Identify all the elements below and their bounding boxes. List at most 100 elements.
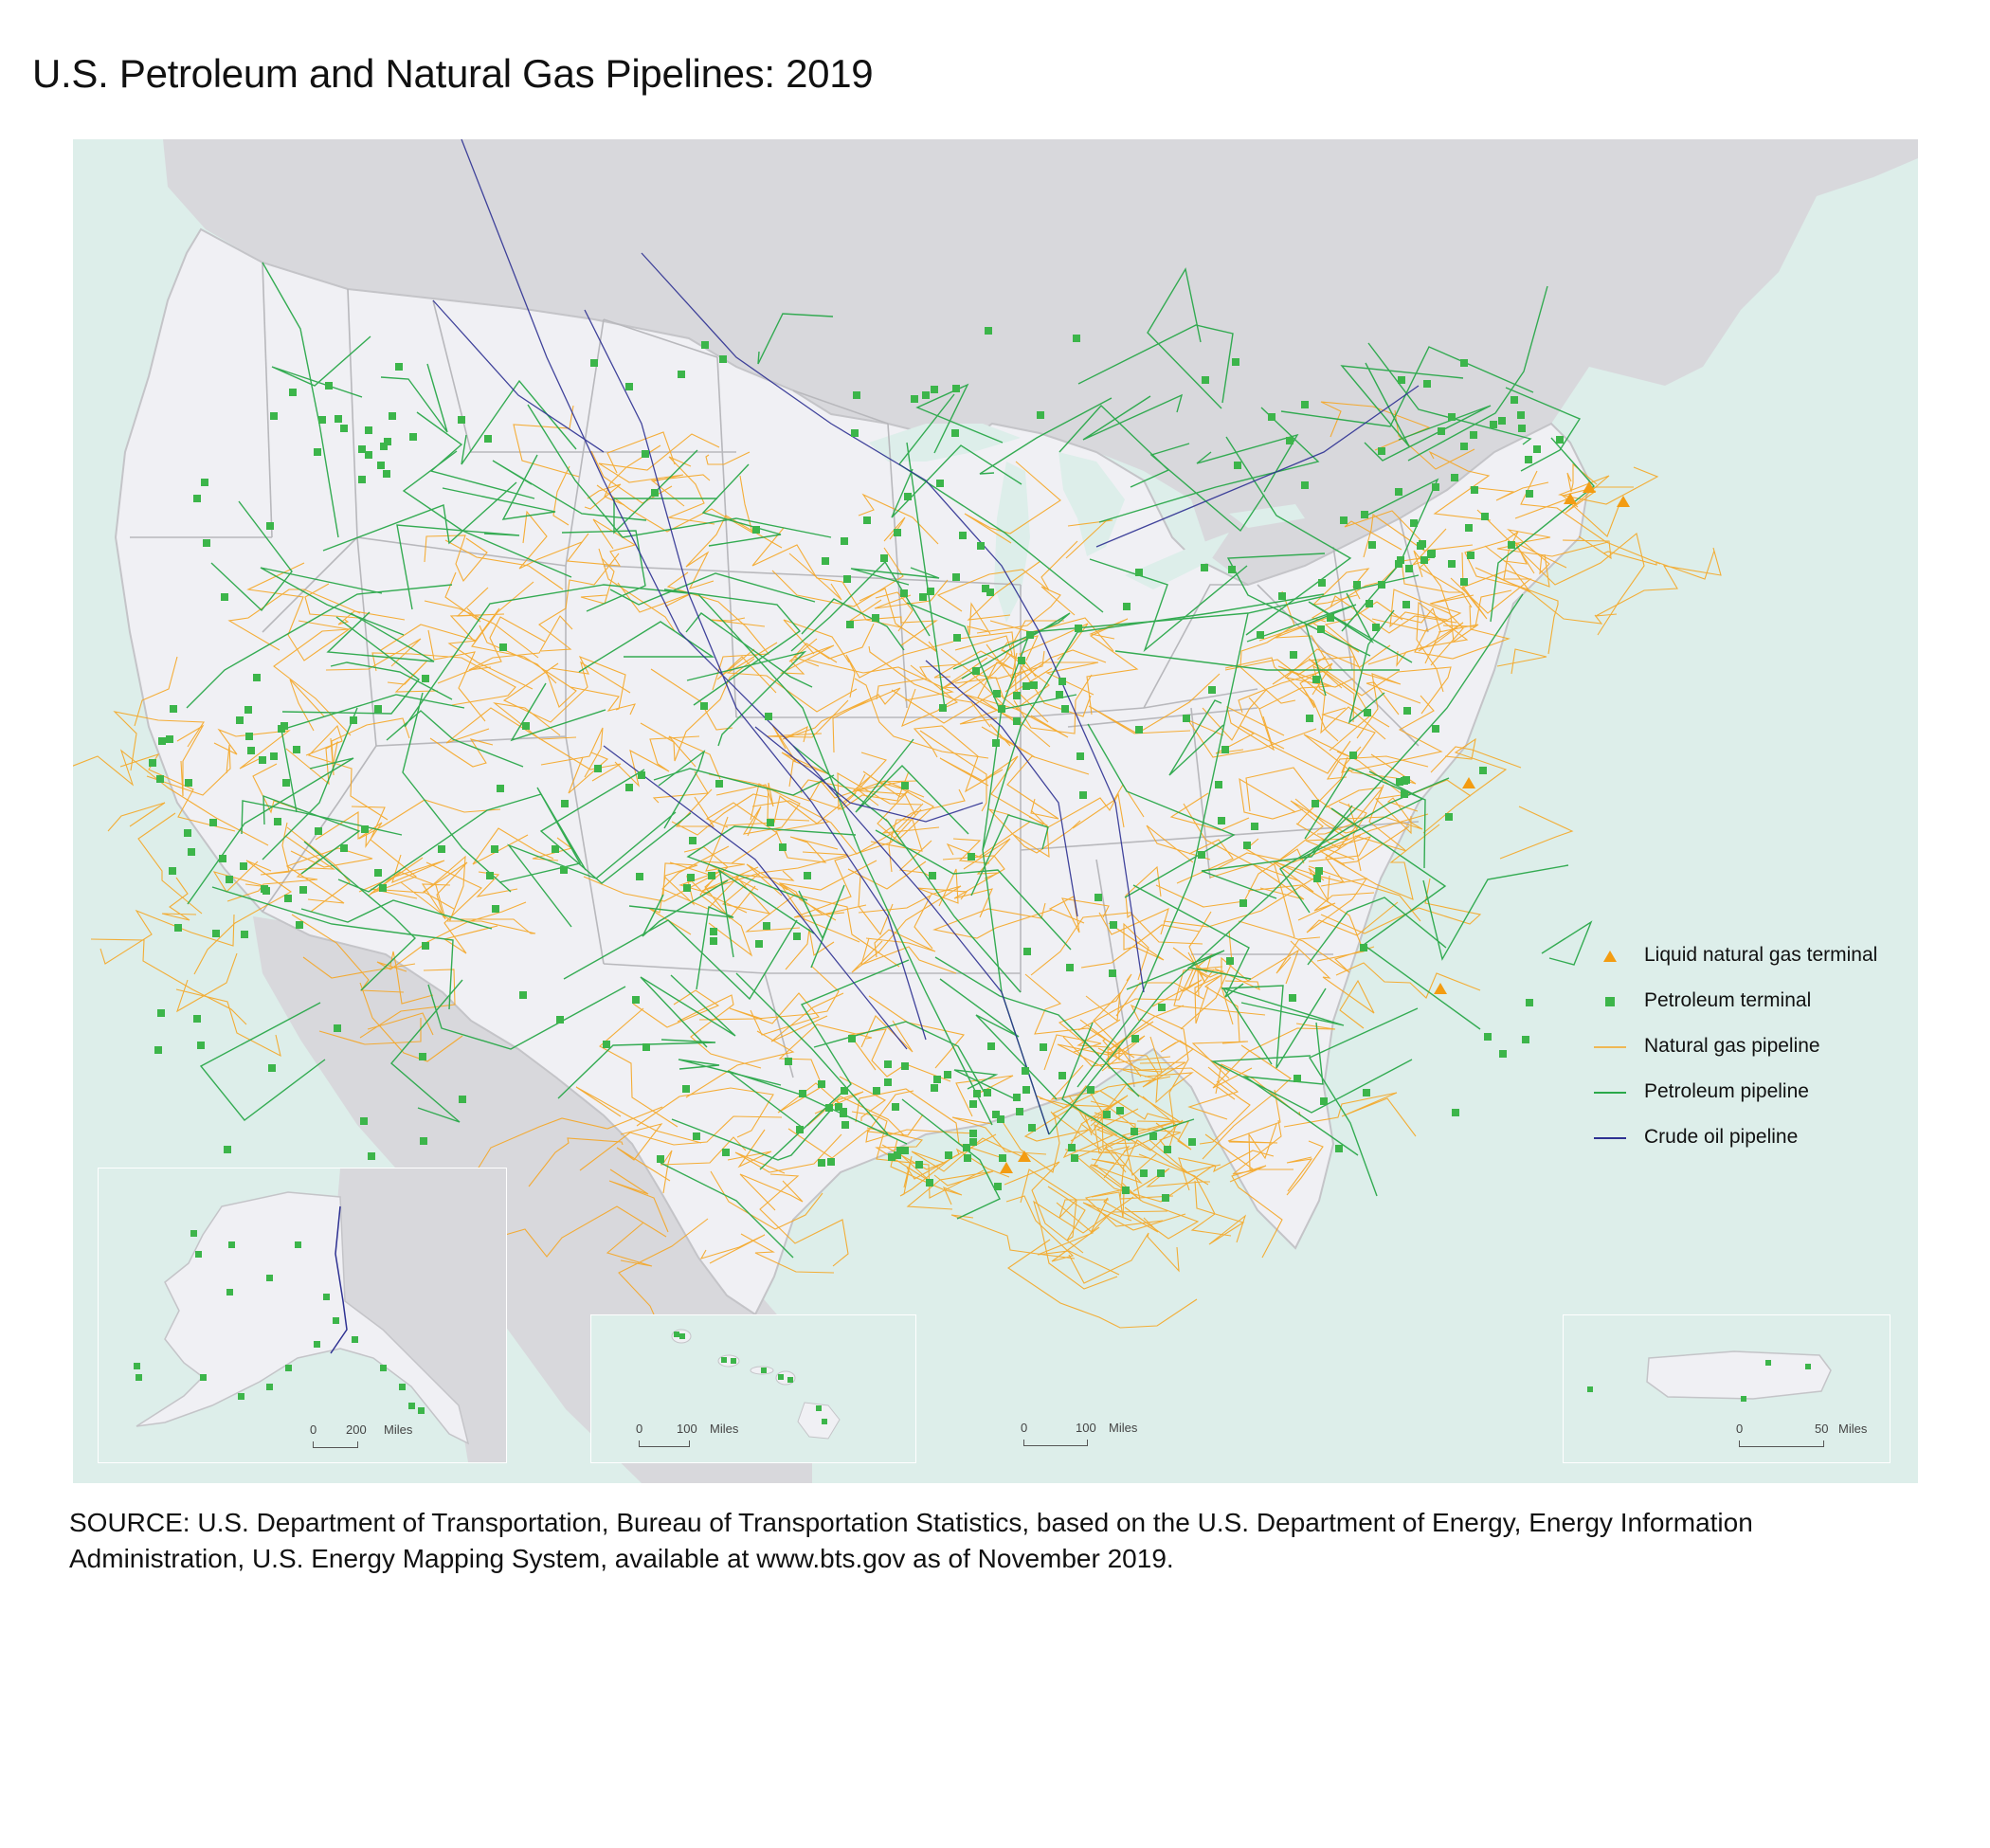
- petroleum-terminal: [219, 855, 226, 862]
- natural-gas-pipeline: [1442, 589, 1512, 627]
- petroleum-terminal: [936, 480, 944, 487]
- petroleum-pipeline: [915, 383, 1004, 454]
- petroleum-terminal: [236, 716, 244, 724]
- petroleum-terminal: [1327, 614, 1334, 622]
- petroleum-terminal: [185, 779, 192, 787]
- petroleum-terminal: [625, 383, 633, 390]
- petroleum-terminal: [969, 1138, 977, 1146]
- petroleum-pipeline: [757, 313, 834, 365]
- petroleum-terminal: [1518, 425, 1526, 432]
- hawaii-scale-unit: Miles: [710, 1422, 739, 1436]
- natural-gas-pipeline: [987, 807, 1081, 854]
- petroleum-terminal: [1066, 964, 1074, 971]
- natural-gas-pipeline: [906, 1170, 994, 1210]
- natural-gas-pipeline: [1221, 949, 1300, 1025]
- main-map[interactable]: 0 200 Miles 0 100 Miles 0 100 Miles: [73, 139, 1918, 1483]
- petroleum-terminal: [1079, 791, 1087, 799]
- natural-gas-pipeline: [1082, 1202, 1186, 1231]
- petroleum-terminal: [295, 1241, 301, 1248]
- petroleum-terminal: [1013, 717, 1021, 725]
- petroleum-terminal: [719, 355, 727, 363]
- petroleum-pipeline: [330, 661, 453, 700]
- petroleum-terminal: [1116, 1107, 1124, 1114]
- natural-gas-pipeline: [1286, 1156, 1313, 1192]
- petroleum-terminal: [1073, 335, 1080, 342]
- natural-gas-pipeline: [1091, 1191, 1125, 1219]
- natural-gas-pipeline: [1389, 589, 1464, 666]
- petroleum-terminal: [851, 429, 859, 437]
- natural-gas-pipeline: [427, 629, 486, 722]
- petroleum-terminal: [221, 593, 228, 601]
- petroleum-pipeline: [427, 984, 626, 1050]
- state-border: [1332, 546, 1353, 671]
- petroleum-terminal: [987, 1042, 995, 1050]
- natural-gas-pipeline: [870, 819, 923, 873]
- petroleum-pipeline: [953, 1069, 1019, 1101]
- natural-gas-pipeline: [1428, 450, 1492, 521]
- petroleum-terminal: [964, 1154, 971, 1162]
- petroleum-pipeline: [850, 567, 940, 586]
- natural-gas-pipeline: [1068, 1232, 1180, 1284]
- petroleum-terminal: [408, 1403, 415, 1409]
- natural-gas-pipeline: [1461, 552, 1550, 620]
- petroleum-pipeline: [1341, 478, 1439, 632]
- natural-gas-pipeline: [73, 749, 269, 846]
- petroleum-terminal: [825, 1104, 833, 1112]
- lng-terminal: [1564, 493, 1577, 504]
- petroleum-terminal: [982, 585, 989, 592]
- natural-gas-pipeline: [729, 992, 820, 1036]
- petroleum-terminal: [827, 1158, 835, 1166]
- petroleum-terminal: [374, 705, 382, 713]
- puerto-rico-island: [1646, 1350, 1832, 1400]
- source-note: SOURCE: U.S. Department of Transportatio…: [69, 1508, 1753, 1573]
- petroleum-terminal: [282, 779, 290, 787]
- petroleum-terminal: [274, 818, 281, 825]
- natural-gas-pipeline: [1227, 1089, 1281, 1144]
- petroleum-terminal: [642, 450, 649, 458]
- petroleum-terminal: [951, 429, 959, 437]
- puerto-rico-scale-zero: 0: [1736, 1422, 1744, 1436]
- petroleum-pipeline: [685, 612, 813, 688]
- petroleum-terminal: [1149, 1132, 1157, 1140]
- alaska-inset[interactable]: 0 200 Miles: [98, 1168, 507, 1463]
- natural-gas-pipeline: [632, 989, 720, 1028]
- petroleum-terminal: [952, 573, 960, 581]
- natural-gas-pipeline: [1163, 861, 1320, 928]
- petroleum-terminal: [1361, 511, 1368, 518]
- hawaii-inset[interactable]: 0 100 Miles: [590, 1314, 916, 1463]
- petroleum-terminal: [767, 819, 774, 826]
- petroleum-terminal: [799, 1090, 806, 1097]
- natural-gas-pipeline: [1180, 930, 1233, 1030]
- petroleum-pipeline: [1407, 285, 1548, 462]
- petroleum-terminal: [352, 1336, 358, 1343]
- natural-gas-pipeline: [751, 800, 924, 855]
- petroleum-terminal: [340, 844, 348, 852]
- natural-gas-pipeline: [1214, 836, 1372, 871]
- petroleum-terminal: [1364, 709, 1371, 716]
- petroleum-terminal: [1460, 359, 1468, 367]
- puerto-rico-inset[interactable]: 0 50 Miles: [1563, 1314, 1890, 1463]
- natural-gas-pipeline: [1366, 681, 1421, 716]
- natural-gas-pipeline: [1004, 1161, 1084, 1254]
- natural-gas-pipeline: [285, 847, 373, 904]
- petroleum-pipeline: [1364, 405, 1492, 462]
- petroleum-terminal: [1058, 1072, 1066, 1079]
- petroleum-pipeline: [658, 750, 706, 829]
- natural-gas-pipeline: [193, 860, 293, 975]
- petroleum-terminal: [299, 886, 307, 894]
- petroleum-terminal: [399, 1384, 406, 1390]
- hawaii-canvas: [671, 1329, 841, 1440]
- natural-gas-pipeline: [685, 515, 783, 589]
- petroleum-terminal: [992, 1111, 1000, 1118]
- natural-gas-pipeline: [946, 821, 1031, 858]
- petroleum-terminal: [325, 382, 333, 390]
- natural-gas-pipeline: [291, 914, 405, 993]
- natural-gas-pipeline: [1226, 705, 1285, 752]
- natural-gas-pipeline: [1317, 787, 1384, 835]
- petroleum-pipeline: [396, 524, 520, 610]
- petroleum-terminal: [438, 845, 445, 853]
- natural-gas-pipeline: [1239, 777, 1304, 820]
- petroleum-terminal: [1068, 1144, 1076, 1151]
- state-border: [603, 318, 718, 358]
- petroleum-pipeline: [1348, 609, 1395, 724]
